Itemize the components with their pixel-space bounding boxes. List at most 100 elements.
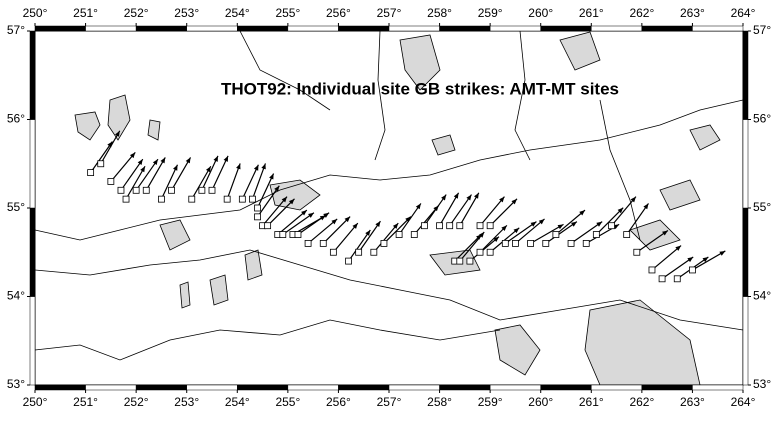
- site: [279, 212, 315, 238]
- site-marker: [410, 231, 418, 238]
- frame-bar: [237, 25, 289, 32]
- arrow-head: [702, 257, 709, 263]
- x-tick-label: 259°: [478, 395, 503, 409]
- arrow-head: [173, 164, 178, 171]
- site-marker: [689, 266, 696, 274]
- site-marker: [355, 248, 363, 256]
- strike-arrow: [454, 233, 483, 262]
- x-tick-label: 260°: [528, 6, 553, 20]
- arrow-head: [223, 155, 229, 162]
- x-tick-label: 259°: [478, 6, 503, 20]
- site: [107, 151, 136, 185]
- x-tick-label: 258°: [427, 6, 452, 20]
- arrow-head: [596, 221, 603, 227]
- arrow-head: [719, 250, 726, 256]
- site-marker: [370, 248, 378, 256]
- frame-bar: [692, 384, 744, 391]
- x-tick-label: 253°: [174, 6, 199, 20]
- site: [689, 250, 726, 274]
- site-marker: [501, 239, 509, 247]
- site-marker: [658, 275, 666, 283]
- site-marker: [436, 222, 443, 230]
- frame-bar: [540, 384, 592, 391]
- arrow-head: [323, 212, 330, 218]
- strike-arrow: [211, 155, 229, 191]
- strike-arrow: [373, 222, 399, 253]
- site-marker: [623, 231, 631, 238]
- boundaries: [34, 30, 744, 361]
- frame-bar: [338, 384, 390, 391]
- site: [648, 245, 682, 274]
- strike-arrow: [201, 155, 219, 191]
- arrow-head: [137, 159, 143, 166]
- site-marker: [142, 186, 150, 194]
- site: [608, 196, 637, 230]
- frame-bar: [34, 384, 86, 391]
- x-tick-label: 261°: [579, 395, 604, 409]
- x-tick-label: 257°: [377, 395, 402, 409]
- arrow-head: [288, 198, 295, 205]
- y-tick-label: 56°: [753, 112, 771, 126]
- frame-bar: [287, 25, 339, 32]
- site: [420, 194, 447, 230]
- site-marker: [456, 222, 464, 230]
- strike-arrow: [110, 151, 136, 182]
- y-tick-label: 57°: [7, 23, 25, 37]
- site-marker: [208, 186, 216, 194]
- site-marker: [380, 239, 388, 247]
- strike-arrow: [398, 203, 422, 235]
- strike-arrow: [348, 229, 371, 262]
- arrow-head: [365, 229, 371, 236]
- y-tick-label: 56°: [7, 112, 25, 126]
- arrow-head: [261, 163, 266, 170]
- site-marker: [198, 186, 206, 194]
- strike-arrow: [459, 231, 485, 262]
- arrow-head: [453, 192, 459, 199]
- strike-arrow: [90, 141, 113, 173]
- site: [370, 222, 399, 256]
- site: [395, 203, 422, 238]
- x-tick-label: 255°: [275, 6, 300, 20]
- arrow-head: [466, 194, 472, 201]
- lakes: [74, 31, 721, 386]
- site: [623, 203, 649, 238]
- strike-arrow: [595, 207, 624, 235]
- site: [345, 229, 371, 265]
- frame-bar: [135, 384, 187, 391]
- strike-arrow: [251, 163, 267, 200]
- arrow-head: [140, 166, 146, 173]
- frame-bar: [591, 384, 643, 391]
- site-marker: [254, 204, 261, 212]
- strike-arrow: [282, 212, 315, 236]
- strike-arrow: [171, 157, 192, 191]
- site: [436, 192, 460, 230]
- strike-arrow: [692, 250, 726, 271]
- site: [476, 224, 508, 256]
- site: [97, 130, 121, 168]
- x-tick-label: 260°: [528, 395, 553, 409]
- arrow-head: [557, 224, 564, 230]
- strike-arrow: [570, 221, 603, 244]
- site: [254, 173, 275, 212]
- site: [158, 164, 179, 203]
- site: [304, 218, 338, 247]
- frame-bar: [540, 25, 592, 32]
- arrow-head: [571, 221, 577, 227]
- x-tick-label: 254°: [225, 6, 250, 20]
- site-marker: [319, 239, 327, 247]
- site-marker: [294, 231, 302, 238]
- site: [552, 209, 586, 238]
- arrow-head: [114, 130, 120, 137]
- site: [208, 155, 229, 194]
- x-tick-label: 256°: [326, 6, 351, 20]
- arrow-head: [513, 227, 520, 234]
- strike-arrow: [135, 158, 159, 191]
- y-tick-label: 54°: [753, 289, 771, 303]
- x-tick-label: 262°: [629, 6, 654, 20]
- site: [592, 207, 624, 238]
- site-marker: [648, 266, 656, 274]
- strike-arrow: [545, 221, 578, 244]
- site: [527, 223, 564, 247]
- x-tick-label: 264°: [731, 6, 756, 20]
